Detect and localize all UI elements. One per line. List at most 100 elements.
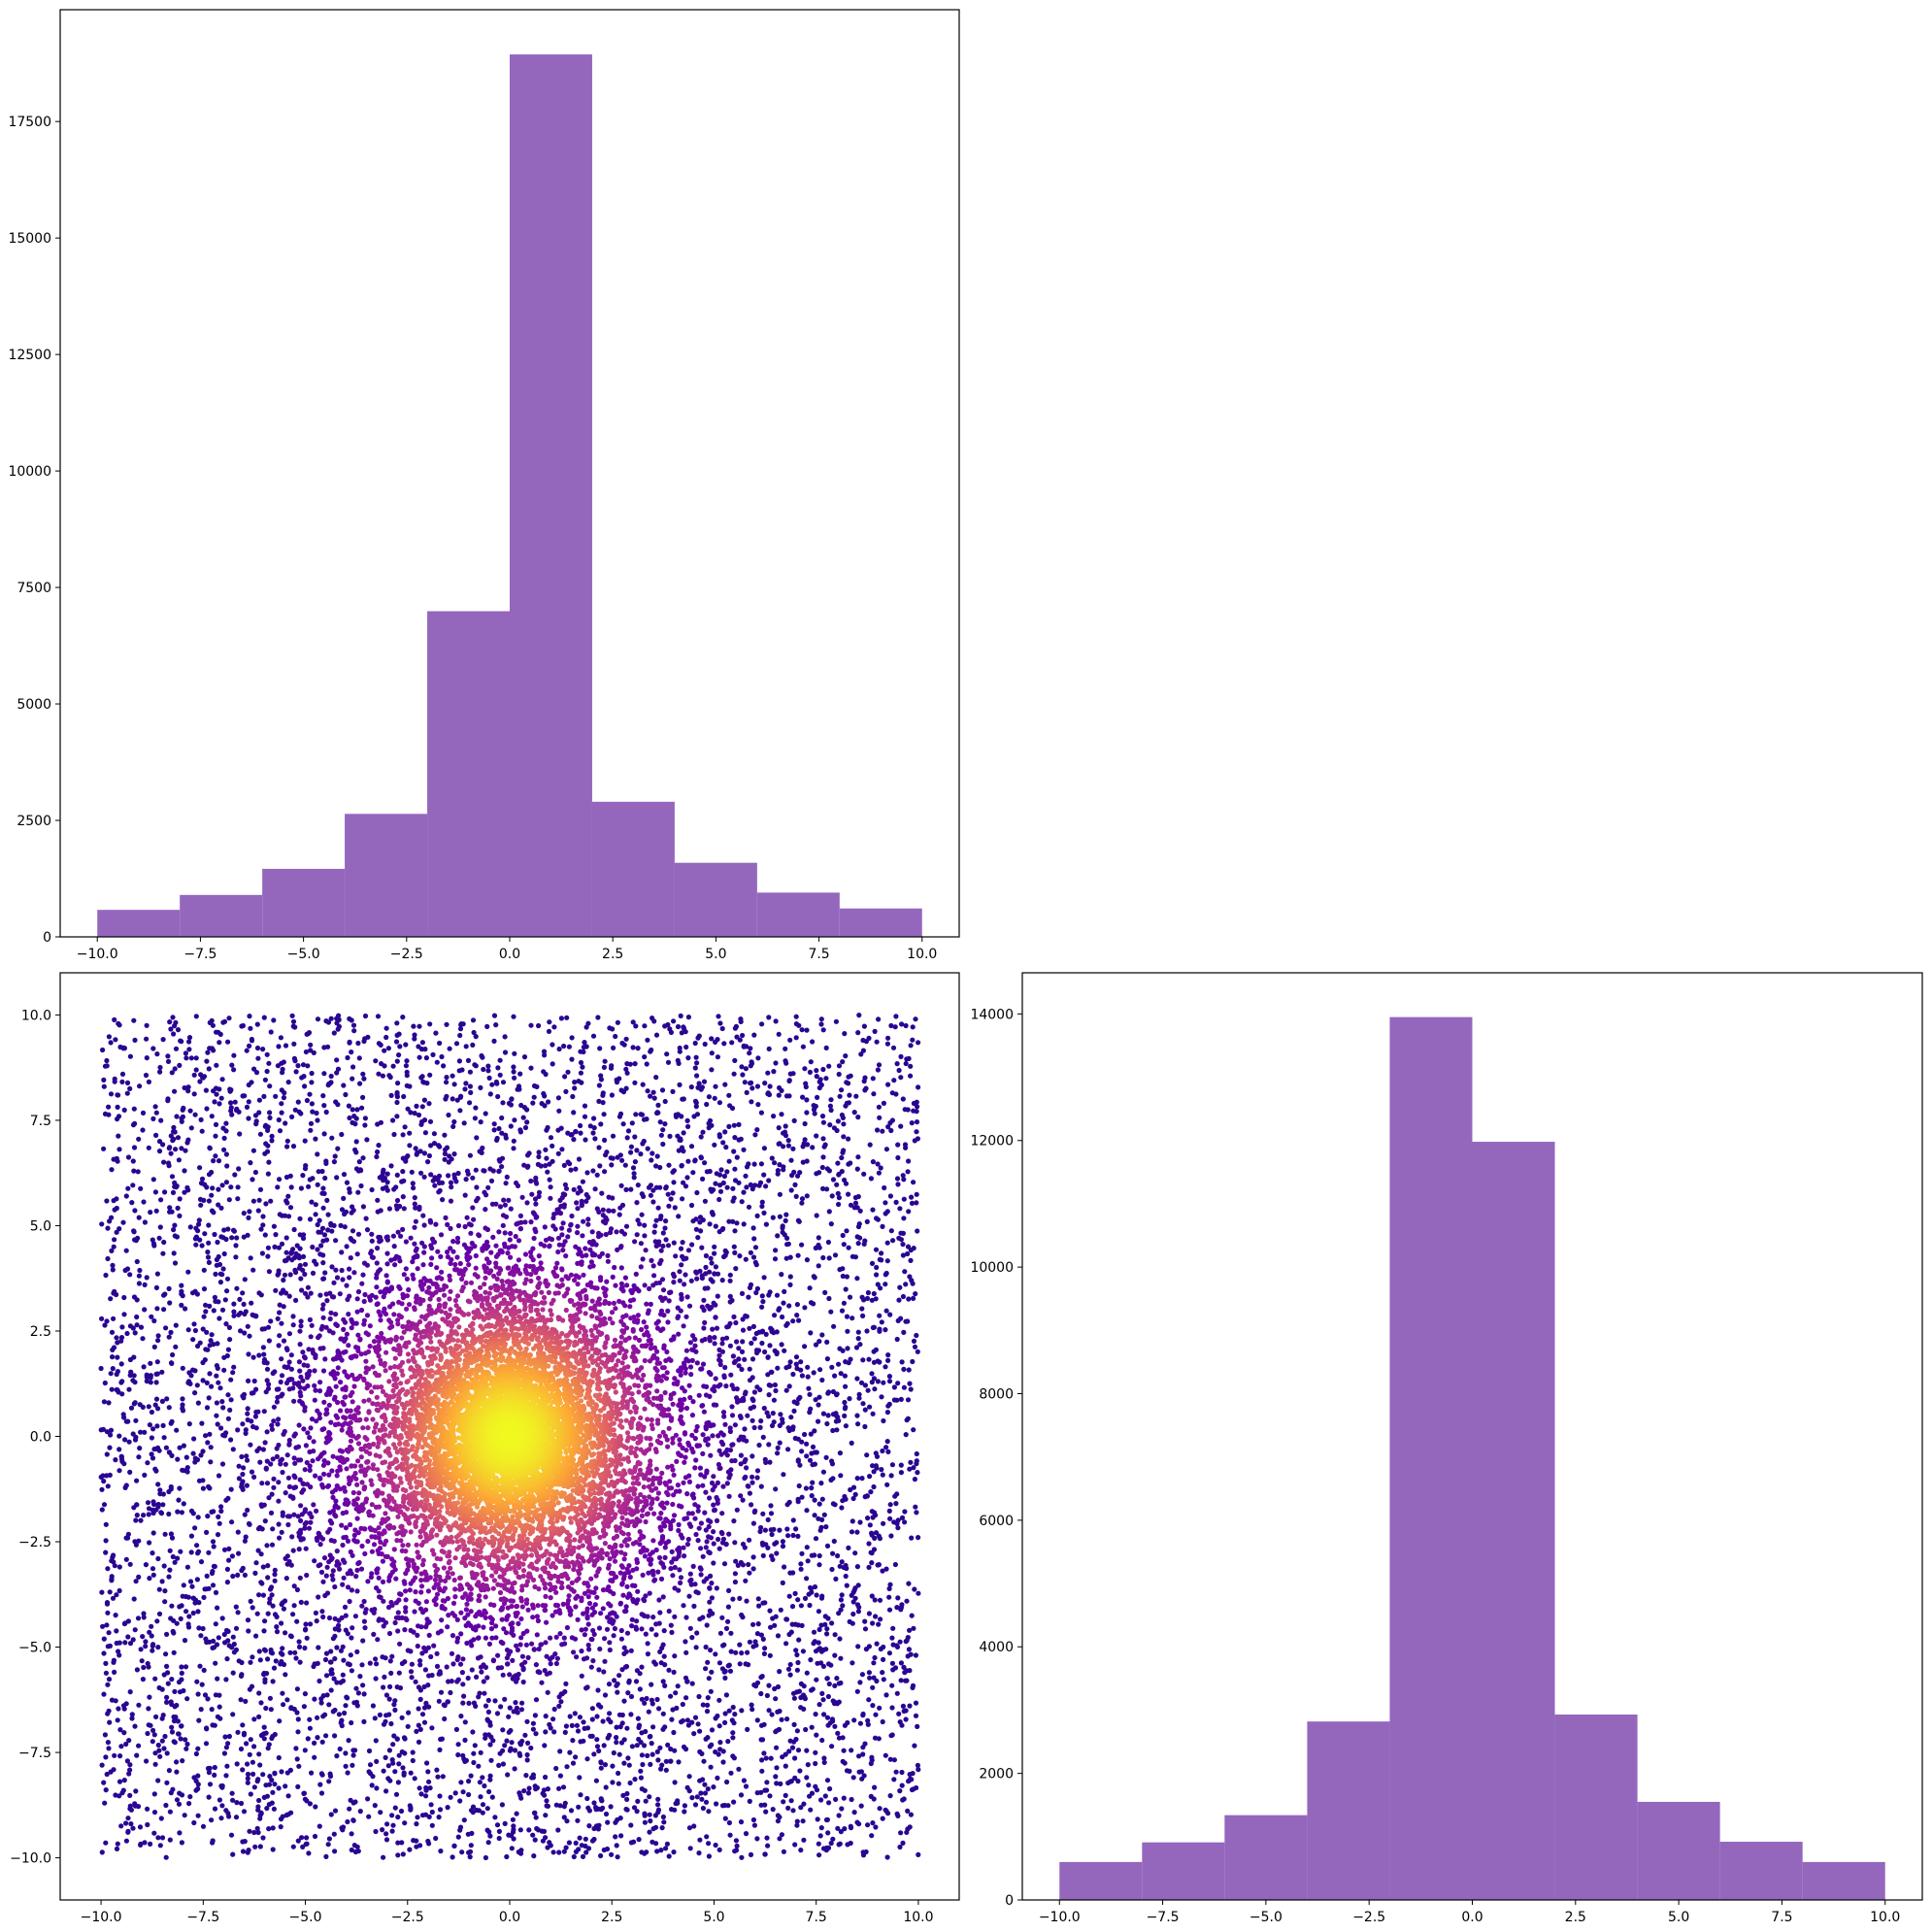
- scatter-point: [700, 1176, 706, 1182]
- scatter-point: [822, 1289, 828, 1295]
- scatter-point: [183, 1055, 189, 1061]
- scatter-point: [733, 1319, 739, 1326]
- scatter-point: [706, 1125, 712, 1131]
- scatter-point: [186, 1035, 193, 1041]
- scatter-point: [760, 1600, 766, 1606]
- scatter-point: [528, 1065, 534, 1071]
- scatter-point: [124, 1090, 130, 1096]
- scatter-point: [800, 1159, 806, 1165]
- scatter-point: [191, 1819, 197, 1826]
- scatter-point: [728, 1649, 734, 1654]
- scatter-point: [350, 1228, 356, 1234]
- scatter-point: [636, 1837, 642, 1843]
- scatter-point: [275, 1063, 281, 1069]
- scatter-point: [455, 1751, 461, 1758]
- scatter-point: [847, 1396, 852, 1402]
- scatter-point: [665, 1059, 672, 1065]
- scatter-point: [524, 1751, 530, 1758]
- scatter-point: [256, 1714, 262, 1719]
- scatter-point: [269, 1133, 275, 1139]
- scatter-point: [118, 1361, 124, 1367]
- scatter-point: [324, 1692, 330, 1698]
- scatter-point: [355, 1189, 361, 1195]
- scatter-point: [629, 1120, 635, 1126]
- scatter-point: [702, 1782, 708, 1787]
- scatter-point: [268, 1510, 275, 1516]
- scatter-point: [901, 1329, 907, 1335]
- scatter-point: [140, 1404, 146, 1410]
- scatter-point: [162, 1733, 168, 1740]
- scatter-point: [142, 1429, 148, 1435]
- scatter-point: [401, 1206, 407, 1212]
- scatter-point: [164, 1694, 170, 1700]
- scatter-point: [704, 1834, 710, 1840]
- scatter-point: [287, 1767, 293, 1773]
- scatter-point: [318, 1243, 324, 1249]
- scatter-point: [284, 1553, 290, 1559]
- scatter-point: [356, 1055, 362, 1061]
- scatter-point: [820, 1027, 826, 1033]
- scatter-point: [573, 1840, 579, 1846]
- scatter-point: [705, 1695, 711, 1701]
- scatter-point: [888, 1733, 894, 1739]
- scatter-point: [660, 1679, 666, 1684]
- scatter-point: [323, 1733, 329, 1739]
- scatter-point: [139, 1658, 145, 1664]
- scatter-point: [478, 1119, 483, 1125]
- scatter-point: [914, 1450, 919, 1457]
- scatter-point: [461, 1817, 467, 1823]
- scatter-point: [899, 1769, 905, 1776]
- scatter-point: [584, 1684, 590, 1690]
- scatter-point: [761, 1172, 767, 1178]
- scatter-point: [264, 1429, 270, 1435]
- scatter-point: [543, 1071, 549, 1078]
- scatter-point: [484, 1023, 490, 1029]
- scatter-point: [320, 1093, 326, 1099]
- scatter-point: [860, 1037, 866, 1044]
- scatter-point: [813, 1649, 819, 1654]
- scatter-point: [909, 1613, 915, 1618]
- scatter-point: [777, 1836, 783, 1842]
- scatter-point: [229, 1062, 235, 1068]
- scatter-point: [463, 1044, 469, 1049]
- scatter-point: [668, 1622, 674, 1628]
- scatter-point: [195, 1400, 201, 1406]
- scatter-point: [616, 1770, 621, 1777]
- scatter-point: [463, 1081, 469, 1086]
- scatter-point: [148, 1722, 153, 1728]
- scatter-point: [908, 1073, 914, 1079]
- scatter-point: [833, 1418, 840, 1424]
- scatter-point: [727, 1299, 733, 1305]
- scatter-point: [754, 1475, 760, 1481]
- scatter-point: [166, 1511, 172, 1517]
- scatter-point: [862, 1087, 868, 1093]
- scatter-point: [693, 1054, 699, 1060]
- scatter-point: [185, 1621, 191, 1627]
- scatter-point: [217, 1520, 222, 1526]
- scatter-point: [816, 1235, 821, 1241]
- scatter-point: [285, 1193, 291, 1199]
- scatter-point: [764, 1410, 770, 1416]
- scatter-point: [632, 1159, 639, 1165]
- scatter-point: [451, 1118, 457, 1125]
- scatter-point: [133, 1434, 139, 1440]
- scatter-point: [771, 1397, 778, 1403]
- scatter-point: [752, 1508, 758, 1514]
- scatter-point: [231, 1313, 237, 1318]
- scatter-point: [131, 1106, 137, 1112]
- scatter-point: [765, 1843, 771, 1849]
- scatter-point: [228, 1832, 235, 1838]
- scatter-point: [694, 1060, 700, 1066]
- scatter-point: [732, 1025, 739, 1031]
- scatter-point: [739, 1349, 746, 1354]
- scatter-point: [135, 1804, 142, 1810]
- scatter-point: [411, 1185, 416, 1191]
- scatter-point: [489, 1082, 495, 1087]
- scatter-point: [281, 1304, 286, 1310]
- scatter-point: [843, 1181, 849, 1186]
- scatter-point: [878, 1165, 883, 1171]
- scatter-point: [875, 1067, 882, 1073]
- scatter-point: [739, 1064, 745, 1070]
- scatter-point: [146, 1706, 151, 1712]
- scatter-point: [870, 1076, 876, 1082]
